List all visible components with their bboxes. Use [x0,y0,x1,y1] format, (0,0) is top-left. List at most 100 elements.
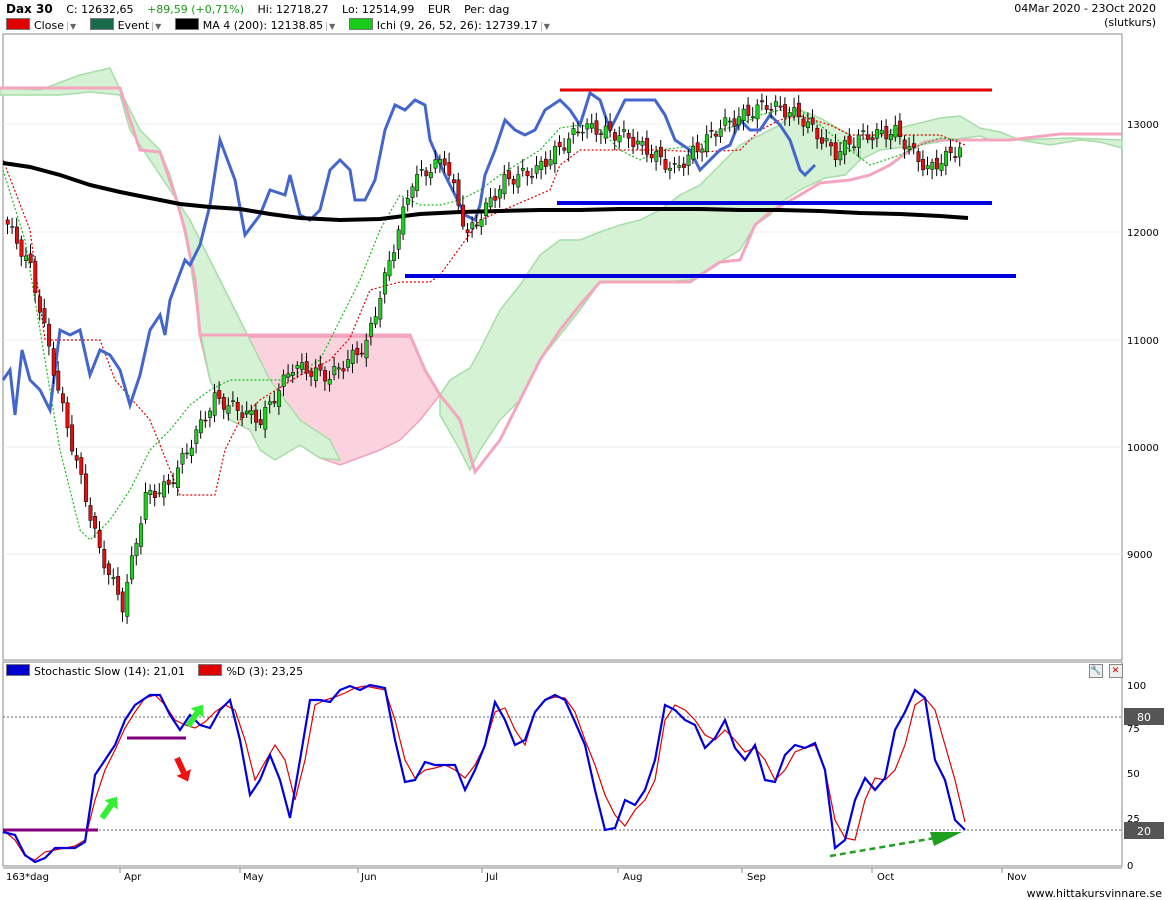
candle [79,457,84,475]
candle [773,101,778,107]
chevron-down-icon[interactable]: ▼ [326,22,335,31]
candle [861,130,866,132]
price-panel-frame [2,33,1123,661]
candle [562,147,567,151]
period-label: Per: dag [464,3,510,16]
candle [525,170,530,177]
candle [640,141,645,146]
candle [865,134,870,140]
change-value: +89,59 (+0,71%) [147,3,245,16]
price-tick: 12000 [1127,228,1159,239]
candle [723,117,728,126]
chevron-down-icon[interactable]: ▼ [540,22,550,31]
candle [129,555,134,580]
candle [810,117,815,125]
candle [346,359,351,368]
wrench-icon[interactable]: 🔧 [1089,664,1103,678]
candle [663,159,668,170]
candle [461,204,466,227]
candle [520,168,525,171]
candle [769,108,774,111]
candle [838,151,843,161]
legend-label: Ichi (9, 26, 52, 26): 12739.17 [376,19,538,32]
candle [378,298,383,320]
candle [235,401,240,411]
candle [125,582,130,617]
candle [281,374,286,387]
candle [106,563,111,576]
candle [553,145,558,164]
candle [180,452,185,465]
time-label: Nov [1007,872,1027,883]
candle [231,400,236,403]
legend-close[interactable]: Close ▼ [6,18,76,32]
quote-summary: Dax 30 C: 12632,65 +89,59 (+0,71%) Hi: 1… [6,2,519,16]
candle [916,151,921,163]
price-tick: 9000 [1127,550,1152,561]
candle [171,482,176,484]
candle [162,481,167,498]
candle [442,158,447,166]
candle [19,239,24,257]
close-icon[interactable]: ✕ [1108,664,1123,678]
candle [139,523,144,547]
candle [277,390,282,407]
candle [879,129,884,134]
candle [888,134,893,141]
candle [764,105,769,110]
ichimoku-tenkan [2,109,961,541]
up-arrow-icon [99,796,118,820]
candle [925,165,930,170]
candle [732,118,737,127]
legend-swatch [348,18,373,30]
osc-tick: 50 [1127,769,1140,780]
legend-ichimoku[interactable]: Ichi (9, 26, 52, 26): 12739.17 ▼ [348,18,550,32]
candlestick-series [5,93,962,624]
price-tick: 13000 [1127,120,1159,131]
legend-ma[interactable]: MA 4 (200): 12138.85 ▼ [174,18,335,32]
candle [585,123,590,130]
candle [438,159,443,164]
candle [792,107,797,117]
candle [93,515,98,529]
candle [603,125,608,139]
candle [212,392,217,416]
osc-level-80-badge [1124,708,1164,725]
candle [493,195,498,201]
legend-stochastic-k[interactable]: Stochastic Slow (14): 21,01 [6,664,185,678]
candle [704,134,709,152]
candle [801,118,806,127]
candle [185,452,190,455]
candle [870,137,875,141]
chevron-down-icon[interactable]: ▼ [66,22,76,31]
time-label: Aug [623,872,643,883]
time-label: Jun [360,872,377,883]
candle [746,104,751,116]
candle [70,424,75,452]
candle [217,390,222,399]
candle [323,370,328,382]
candle [957,147,962,158]
osc-level-20-label: 20 [1137,825,1151,838]
candle [175,467,180,488]
legend-event[interactable]: Event ▼ [89,18,161,32]
time-label: Jul [485,872,498,883]
legend-stochastic-d[interactable]: %D (3): 23,25 [198,664,303,678]
candle [856,134,861,148]
candle [718,128,723,137]
panel-controls: 🔧 ✕ [1087,663,1123,678]
candle [33,260,38,293]
candle [263,407,268,430]
candle [474,224,479,227]
candle [566,138,571,153]
chevron-down-icon[interactable]: ▼ [152,22,161,31]
candle [221,397,226,410]
legend-label: Close [34,19,64,32]
candle [507,170,512,180]
candle [157,492,162,495]
stochastic-k-line [2,683,966,864]
candle [594,120,599,135]
candle [824,138,829,142]
candle [120,591,125,613]
